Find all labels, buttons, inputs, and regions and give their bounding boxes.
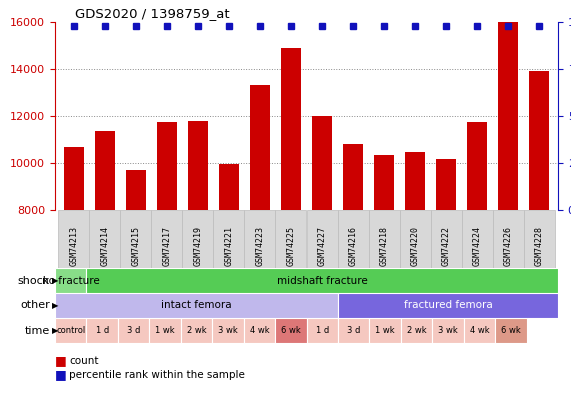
- Text: GSM74225: GSM74225: [287, 226, 295, 266]
- Bar: [431, 210, 462, 268]
- Bar: [369, 210, 400, 268]
- Text: ▶: ▶: [52, 276, 58, 285]
- Bar: [156, 122, 177, 210]
- Bar: [374, 155, 394, 210]
- Bar: [149, 318, 181, 343]
- Text: GSM74213: GSM74213: [69, 226, 78, 266]
- Text: percentile rank within the sample: percentile rank within the sample: [69, 370, 245, 380]
- Bar: [338, 293, 558, 318]
- Text: GSM74222: GSM74222: [442, 226, 451, 266]
- Bar: [120, 210, 151, 268]
- Bar: [405, 152, 425, 210]
- Text: control: control: [56, 326, 85, 335]
- Bar: [338, 318, 369, 343]
- Text: GSM74214: GSM74214: [100, 226, 109, 266]
- Bar: [89, 210, 120, 268]
- Text: GSM74223: GSM74223: [255, 226, 264, 266]
- Bar: [275, 210, 307, 268]
- Bar: [343, 144, 363, 210]
- Bar: [244, 210, 275, 268]
- Text: 6 wk: 6 wk: [281, 326, 301, 335]
- Bar: [462, 210, 493, 268]
- Bar: [524, 210, 555, 268]
- Bar: [529, 71, 549, 210]
- Text: 2 wk: 2 wk: [187, 326, 206, 335]
- Text: shock: shock: [18, 275, 50, 286]
- Bar: [432, 318, 464, 343]
- Text: 1 wk: 1 wk: [155, 326, 175, 335]
- Bar: [250, 85, 270, 210]
- Text: 4 wk: 4 wk: [250, 326, 269, 335]
- Text: other: other: [20, 301, 50, 311]
- Bar: [244, 318, 275, 343]
- Bar: [219, 164, 239, 210]
- Bar: [275, 318, 307, 343]
- Bar: [467, 122, 488, 210]
- Text: GSM74226: GSM74226: [504, 226, 513, 266]
- Bar: [498, 22, 518, 210]
- Text: fractured femora: fractured femora: [404, 301, 492, 311]
- Text: 4 wk: 4 wk: [469, 326, 489, 335]
- Bar: [188, 121, 208, 210]
- Text: 3 d: 3 d: [127, 326, 140, 335]
- Text: GSM74215: GSM74215: [131, 226, 140, 266]
- Bar: [126, 170, 146, 210]
- Bar: [214, 210, 244, 268]
- Bar: [55, 293, 338, 318]
- Text: GSM74227: GSM74227: [317, 226, 327, 266]
- Text: 3 d: 3 d: [347, 326, 360, 335]
- Bar: [401, 318, 432, 343]
- Bar: [182, 210, 214, 268]
- Bar: [400, 210, 431, 268]
- Text: 1 d: 1 d: [316, 326, 329, 335]
- Text: midshaft fracture: midshaft fracture: [277, 275, 368, 286]
- Text: count: count: [69, 356, 99, 366]
- Text: 6 wk: 6 wk: [501, 326, 521, 335]
- Text: time: time: [25, 326, 50, 335]
- Bar: [464, 318, 495, 343]
- Text: GSM74220: GSM74220: [411, 226, 420, 266]
- Bar: [493, 210, 524, 268]
- Bar: [63, 147, 84, 210]
- Text: GSM74221: GSM74221: [224, 226, 234, 266]
- Text: no fracture: no fracture: [42, 275, 99, 286]
- Text: ■: ■: [55, 354, 67, 367]
- Bar: [495, 318, 526, 343]
- Text: ▶: ▶: [52, 301, 58, 310]
- Bar: [55, 268, 86, 293]
- Bar: [151, 210, 182, 268]
- Bar: [369, 318, 401, 343]
- Text: 3 wk: 3 wk: [218, 326, 238, 335]
- Text: 3 wk: 3 wk: [438, 326, 458, 335]
- Bar: [337, 210, 369, 268]
- Bar: [118, 318, 149, 343]
- Bar: [58, 210, 89, 268]
- Text: GSM74217: GSM74217: [162, 226, 171, 266]
- Bar: [281, 48, 301, 210]
- Bar: [312, 116, 332, 210]
- Text: GSM74219: GSM74219: [194, 226, 202, 266]
- Bar: [86, 318, 118, 343]
- Text: GSM74218: GSM74218: [380, 226, 389, 266]
- Text: 1 wk: 1 wk: [375, 326, 395, 335]
- Text: ▶: ▶: [52, 326, 58, 335]
- Bar: [95, 131, 115, 210]
- Bar: [307, 210, 337, 268]
- Text: ■: ■: [55, 369, 67, 382]
- Text: GSM74224: GSM74224: [473, 226, 482, 266]
- Bar: [181, 318, 212, 343]
- Text: intact femora: intact femora: [161, 301, 232, 311]
- Text: 1 d: 1 d: [95, 326, 109, 335]
- Bar: [55, 318, 86, 343]
- Text: GSM74216: GSM74216: [348, 226, 357, 266]
- Bar: [307, 318, 338, 343]
- Text: GSM74228: GSM74228: [535, 226, 544, 266]
- Text: GDS2020 / 1398759_at: GDS2020 / 1398759_at: [75, 7, 230, 20]
- Bar: [436, 160, 456, 210]
- Text: 2 wk: 2 wk: [407, 326, 427, 335]
- Bar: [212, 318, 244, 343]
